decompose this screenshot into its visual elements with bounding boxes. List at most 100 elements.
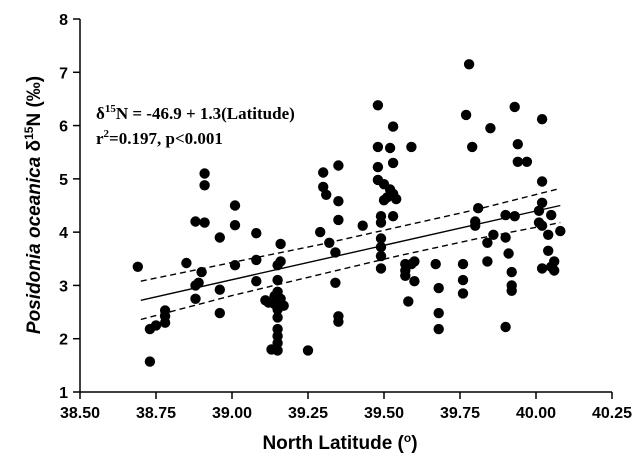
- x-tick-label: 38.75: [136, 405, 176, 422]
- data-point: [500, 209, 511, 221]
- data-point: [324, 237, 335, 248]
- data-point: [430, 258, 441, 270]
- data-point: [549, 256, 560, 267]
- x-axis-ticks: 38.50 38.75 39.00 39.25 39.50 39.75 40.00 40.25: [60, 392, 632, 422]
- data-point: [543, 245, 554, 256]
- data-point: [132, 261, 143, 272]
- y-tick-label: 4: [59, 225, 68, 242]
- y-tick-label: 2: [59, 332, 68, 349]
- data-point: [536, 263, 548, 274]
- data-point: [500, 232, 511, 243]
- x-tick-label: 39.50: [364, 405, 404, 422]
- y-tick-label: 7: [59, 65, 68, 82]
- data-point: [144, 356, 156, 367]
- data-point: [488, 229, 499, 240]
- data-point: [302, 345, 314, 356]
- data-point: [536, 197, 548, 208]
- data-point: [470, 220, 481, 231]
- data-point: [387, 157, 399, 169]
- data-point: [536, 220, 548, 231]
- data-point: [333, 196, 344, 207]
- data-point: [321, 189, 332, 200]
- data-point: [333, 160, 344, 171]
- y-axis-ticks: 1 2 3 4 5 6 7 8: [59, 12, 80, 402]
- data-point: [384, 142, 396, 154]
- data-point: [214, 307, 225, 319]
- confidence-upper-line: [140, 187, 561, 282]
- x-tick-label: 39.00: [212, 405, 252, 422]
- data-point: [433, 323, 444, 335]
- data-point: [150, 320, 162, 331]
- data-point: [433, 282, 444, 294]
- data-point: [229, 220, 241, 231]
- data-point: [533, 205, 545, 216]
- data-point: [229, 200, 241, 211]
- data-point: [251, 276, 262, 287]
- data-point: [457, 274, 469, 286]
- data-point: [275, 238, 286, 250]
- data-point: [506, 266, 517, 278]
- data-point: [482, 237, 493, 248]
- data-point: [387, 211, 399, 222]
- data-point: [272, 274, 283, 286]
- data-point: [387, 121, 399, 132]
- data-point: [190, 216, 201, 227]
- data-point: [330, 277, 341, 288]
- data-point: [275, 256, 286, 267]
- data-point: [521, 156, 533, 167]
- data-point: [333, 214, 344, 226]
- data-point: [214, 232, 225, 243]
- data-point: [549, 265, 560, 276]
- y-axis-title: Posidonia oceanica δ15N (‰): [22, 76, 45, 334]
- data-point: [512, 156, 523, 167]
- data-point: [406, 141, 417, 153]
- data-point: [473, 203, 484, 214]
- data-point: [190, 293, 201, 304]
- x-tick-label: 39.75: [440, 405, 480, 422]
- data-point: [500, 321, 511, 333]
- data-point: [196, 266, 207, 278]
- y-tick-label: 5: [59, 172, 68, 189]
- data-point: [181, 257, 192, 269]
- data-point: [357, 220, 368, 231]
- data-point: [375, 250, 387, 262]
- y-tick-label: 3: [59, 278, 68, 295]
- data-point: [214, 284, 225, 295]
- data-point: [463, 59, 475, 70]
- data-point: [275, 293, 286, 304]
- data-point: [375, 241, 387, 253]
- x-tick-label: 39.25: [288, 405, 328, 422]
- data-point: [372, 141, 384, 153]
- data-point: [403, 296, 414, 307]
- regression-lines: [140, 187, 561, 321]
- data-point: [512, 139, 523, 150]
- data-point: [509, 211, 520, 222]
- data-point: [503, 248, 514, 259]
- data-point: [391, 193, 402, 205]
- data-point: [509, 101, 520, 113]
- data-point: [506, 285, 517, 296]
- data-points: [132, 59, 566, 367]
- data-point: [457, 288, 469, 299]
- data-point: [272, 337, 283, 349]
- x-tick-label: 40.25: [592, 405, 632, 422]
- x-tick-label: 40.00: [516, 405, 556, 422]
- data-point: [543, 229, 554, 240]
- data-point: [333, 316, 344, 327]
- data-point: [375, 217, 387, 228]
- data-point: [485, 123, 496, 134]
- data-point: [375, 263, 387, 274]
- data-point: [251, 254, 262, 266]
- data-point: [546, 209, 557, 221]
- data-point: [272, 345, 283, 356]
- data-point: [315, 226, 326, 238]
- y-tick-label: 1: [59, 385, 68, 402]
- data-point: [372, 100, 384, 111]
- data-point: [555, 225, 566, 237]
- data-point: [199, 217, 210, 228]
- data-point: [375, 233, 387, 244]
- data-point: [409, 276, 420, 287]
- data-point: [409, 256, 420, 267]
- data-point: [251, 228, 262, 239]
